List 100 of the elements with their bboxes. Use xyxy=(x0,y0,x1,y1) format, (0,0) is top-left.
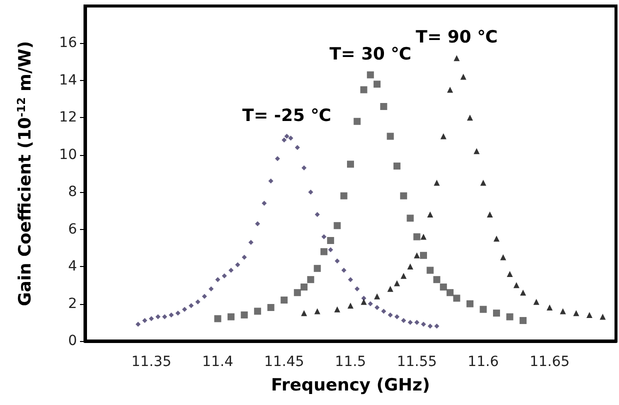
point xyxy=(486,211,493,218)
point xyxy=(360,298,367,305)
y-tick-label: 0 xyxy=(68,333,77,349)
point xyxy=(546,304,553,310)
point xyxy=(341,268,346,273)
point xyxy=(434,180,440,186)
point xyxy=(175,310,180,316)
point xyxy=(340,192,348,200)
point xyxy=(314,212,320,217)
point xyxy=(334,222,341,230)
point xyxy=(381,308,386,314)
point xyxy=(466,114,473,121)
point xyxy=(162,314,168,320)
x-axis-title: Frequency (GHz) xyxy=(270,376,430,396)
point xyxy=(156,314,161,320)
point xyxy=(321,234,326,240)
point xyxy=(368,301,373,306)
point xyxy=(480,180,486,186)
point xyxy=(427,211,434,218)
point xyxy=(268,178,274,184)
point xyxy=(401,318,406,324)
point xyxy=(380,103,388,110)
point xyxy=(454,55,460,62)
point xyxy=(354,286,360,292)
point xyxy=(348,302,354,309)
point xyxy=(215,277,220,282)
annotation: T= -25 ℃ xyxy=(242,106,332,126)
point xyxy=(493,310,500,317)
y-tick-label: 12 xyxy=(59,110,77,126)
point xyxy=(394,314,400,320)
point xyxy=(136,322,141,327)
point xyxy=(560,308,566,314)
x-tick-label: 11.35 xyxy=(131,354,172,370)
point xyxy=(240,311,248,318)
point xyxy=(447,86,454,93)
annotation: T= 90 ℃ xyxy=(416,28,498,48)
point xyxy=(334,306,340,312)
point xyxy=(600,314,606,320)
point xyxy=(428,324,433,329)
point xyxy=(533,298,540,305)
point xyxy=(408,320,413,325)
point xyxy=(228,313,235,320)
point xyxy=(434,324,440,329)
point xyxy=(388,312,393,318)
point xyxy=(506,271,513,277)
point xyxy=(360,86,368,94)
point xyxy=(347,160,354,168)
point xyxy=(420,234,427,240)
point xyxy=(301,310,308,316)
point xyxy=(433,276,440,284)
point xyxy=(294,289,301,296)
y-tick-label: 14 xyxy=(59,72,78,88)
x-tick-label: 11.4 xyxy=(202,354,234,370)
point xyxy=(348,277,353,282)
point xyxy=(320,248,328,256)
point xyxy=(474,148,480,154)
point xyxy=(354,118,361,125)
point xyxy=(254,308,262,315)
point xyxy=(202,294,207,299)
point xyxy=(386,132,394,140)
point xyxy=(255,221,260,226)
point xyxy=(407,264,414,270)
point xyxy=(248,240,254,245)
point xyxy=(314,264,321,272)
point xyxy=(466,300,474,308)
point xyxy=(453,294,460,302)
y-tick-label: 4 xyxy=(68,258,78,275)
x-tick-label: 11.65 xyxy=(530,354,570,370)
point xyxy=(282,138,287,142)
point xyxy=(366,71,374,78)
point xyxy=(288,136,294,141)
point xyxy=(214,315,222,322)
y-tick-label: 6 xyxy=(68,221,78,238)
point xyxy=(274,156,280,162)
point xyxy=(393,162,400,170)
point xyxy=(387,286,394,292)
point xyxy=(308,190,314,195)
point xyxy=(235,262,240,268)
point xyxy=(400,192,408,200)
x-tick-label: 11.45 xyxy=(264,354,304,370)
point xyxy=(414,320,420,325)
y-tick-label: 16 xyxy=(59,35,78,52)
point xyxy=(573,310,580,316)
point xyxy=(586,312,592,318)
point xyxy=(222,273,227,278)
point xyxy=(314,308,320,314)
point xyxy=(414,252,420,258)
point xyxy=(513,282,520,288)
point xyxy=(480,306,487,313)
point xyxy=(420,252,428,259)
y-tick-label: 2 xyxy=(68,296,77,312)
point xyxy=(394,280,400,286)
point xyxy=(520,290,526,296)
y-tick-label: 10 xyxy=(59,146,77,163)
point xyxy=(294,144,300,150)
point xyxy=(142,318,148,324)
point xyxy=(421,322,426,327)
annotation: T= 30 ℃ xyxy=(329,44,412,64)
y-tick-label: 8 xyxy=(68,184,77,200)
point xyxy=(148,316,154,322)
